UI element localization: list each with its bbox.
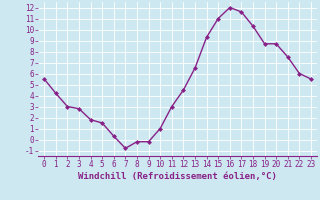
X-axis label: Windchill (Refroidissement éolien,°C): Windchill (Refroidissement éolien,°C)	[78, 172, 277, 181]
